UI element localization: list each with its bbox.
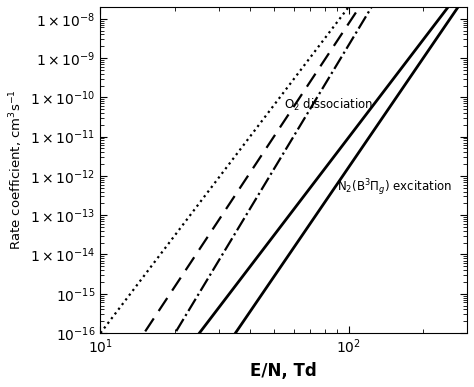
Text: N$_2$(B$^3\Pi_g$) excitation: N$_2$(B$^3\Pi_g$) excitation (337, 178, 452, 198)
Text: O$_2$ dissociation: O$_2$ dissociation (284, 97, 374, 113)
X-axis label: E/N, Td: E/N, Td (250, 362, 317, 380)
Y-axis label: Rate coefficient, cm$^3$s$^{-1}$: Rate coefficient, cm$^3$s$^{-1}$ (7, 89, 25, 250)
